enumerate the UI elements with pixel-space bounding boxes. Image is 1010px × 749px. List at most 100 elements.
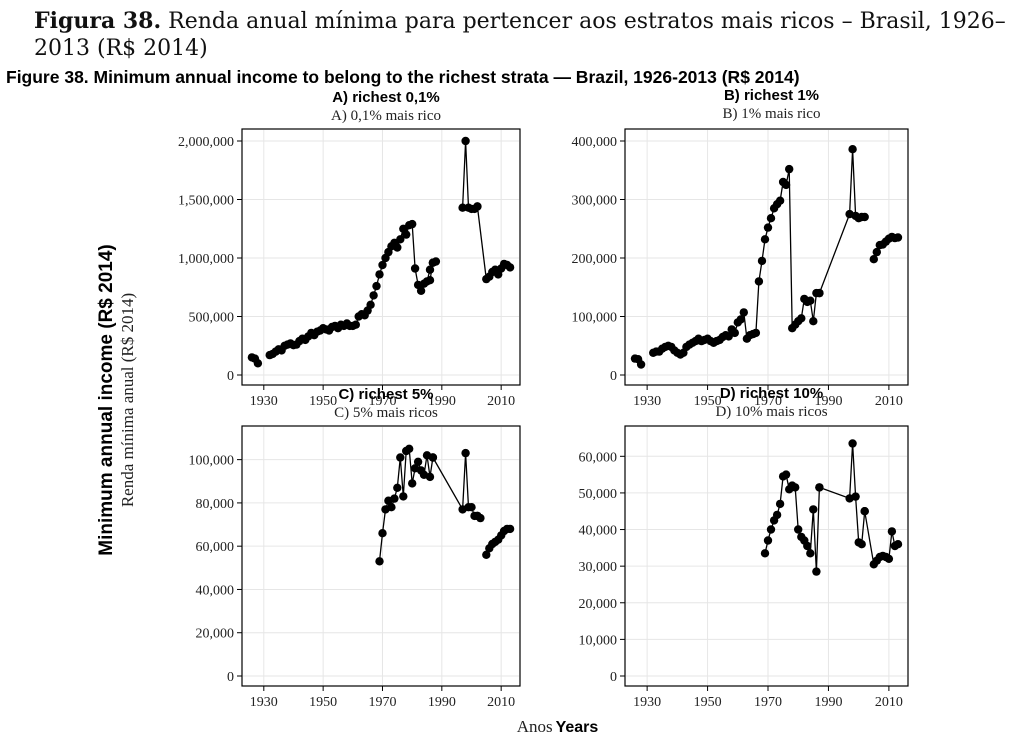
data-point	[473, 202, 482, 211]
panel-3: D) richest 10% D) 10% mais ricos 1930 1950 1…	[579, 385, 909, 710]
data-point	[860, 507, 869, 516]
x-tick-label: 1950	[309, 695, 337, 710]
data-point	[884, 554, 894, 563]
x-tick-label: 1970	[754, 695, 782, 710]
data-point	[396, 235, 405, 244]
data-point	[416, 286, 426, 295]
data-point	[760, 235, 770, 244]
x-tick-label: 1990	[814, 695, 842, 710]
data-point	[781, 180, 791, 190]
data-point	[366, 300, 375, 309]
x-axis-label-english: Years	[555, 719, 599, 736]
data-point	[402, 230, 411, 239]
y-tick-label: 80,000	[196, 497, 235, 512]
x-tick-label: 1970	[368, 695, 396, 710]
data-point	[375, 270, 384, 279]
data-point	[760, 549, 770, 558]
x-tick-label: 1990	[428, 394, 456, 409]
data-point	[815, 483, 824, 492]
data-point	[730, 328, 739, 338]
data-point	[781, 470, 791, 479]
data-point	[857, 540, 866, 549]
y-tick-label: 100,000	[189, 454, 235, 469]
data-point	[775, 196, 785, 205]
data-point	[806, 549, 815, 558]
y-tick-label: 0	[610, 670, 617, 685]
data-point	[408, 219, 417, 229]
data-point	[848, 145, 857, 154]
x-tick-label: 1930	[633, 695, 661, 710]
data-point	[848, 439, 857, 448]
panel-title-en: B) richest 1%	[724, 87, 819, 104]
y-tick-label: 60,000	[579, 450, 618, 465]
data-point	[378, 529, 387, 538]
x-axis-label-portuguese: Anos	[516, 717, 553, 736]
data-point	[378, 260, 387, 270]
data-point	[785, 164, 794, 174]
data-point	[872, 247, 881, 257]
data-point	[390, 494, 399, 503]
data-point	[893, 540, 903, 549]
figure-title-pt-text: Renda anual mínima para pertencer aos es…	[34, 9, 1006, 61]
data-point	[851, 492, 860, 501]
data-point	[467, 503, 476, 512]
figure-title-english: Figure 38. Minimum annual income to belo…	[6, 67, 800, 87]
data-point	[754, 277, 764, 286]
data-point	[369, 291, 378, 300]
x-tick-label: 1950	[694, 394, 722, 409]
data-point	[739, 308, 748, 317]
x-tick-label: 2010	[487, 695, 515, 710]
data-point	[413, 457, 423, 466]
y-tick-label: 0	[227, 670, 234, 685]
y-axis-label-portuguese: Renda mínima anual (R$ 2014)	[118, 292, 137, 508]
data-point	[772, 510, 782, 520]
data-point	[425, 276, 435, 285]
data-point	[815, 288, 824, 298]
plot-area	[241, 425, 521, 687]
x-tick-label: 1930	[250, 695, 278, 710]
x-tick-label: 2010	[487, 394, 515, 409]
data-point	[482, 550, 491, 559]
x-tick-label: 1950	[309, 394, 337, 409]
x-tick-label: 1990	[814, 394, 842, 409]
y-tick-label: 40,000	[579, 524, 618, 539]
data-point	[775, 499, 785, 509]
data-point	[351, 320, 360, 329]
data-point	[458, 203, 467, 212]
data-point	[425, 265, 435, 274]
y-tick-label: 10,000	[579, 633, 618, 648]
data-point	[428, 453, 438, 462]
panel-title-pt: C) 5% mais ricos	[334, 405, 438, 421]
data-point	[405, 444, 414, 453]
data-point	[505, 524, 515, 534]
data-point	[763, 223, 773, 232]
data-point	[809, 317, 818, 326]
x-tick-label: 1950	[694, 695, 722, 710]
data-point	[396, 453, 405, 462]
data-point	[806, 296, 815, 305]
data-point	[399, 492, 408, 501]
data-point	[812, 567, 821, 576]
data-point	[253, 359, 263, 368]
data-point	[887, 527, 897, 536]
data-point	[791, 483, 800, 492]
data-point	[766, 525, 776, 534]
data-point	[763, 536, 773, 545]
data-point	[794, 525, 803, 534]
data-point	[736, 315, 745, 324]
panel-title-en: D) richest 10%	[720, 385, 823, 402]
panel-title-pt: B) 1% mais rico	[723, 106, 821, 122]
data-point	[636, 360, 646, 369]
y-tick-label: 500,000	[189, 311, 235, 326]
x-tick-label: 2010	[875, 695, 903, 710]
y-tick-label: 300,000	[572, 194, 618, 209]
y-tick-label: 60,000	[196, 540, 235, 555]
data-point	[408, 479, 417, 488]
data-point	[476, 513, 485, 523]
y-axis-label-english: Minimum annual income (R$ 2014)	[96, 244, 117, 556]
x-tick-label: 2010	[875, 394, 903, 409]
data-point	[797, 314, 806, 323]
y-tick-label: 2,000,000	[178, 135, 234, 150]
data-point	[410, 264, 420, 273]
